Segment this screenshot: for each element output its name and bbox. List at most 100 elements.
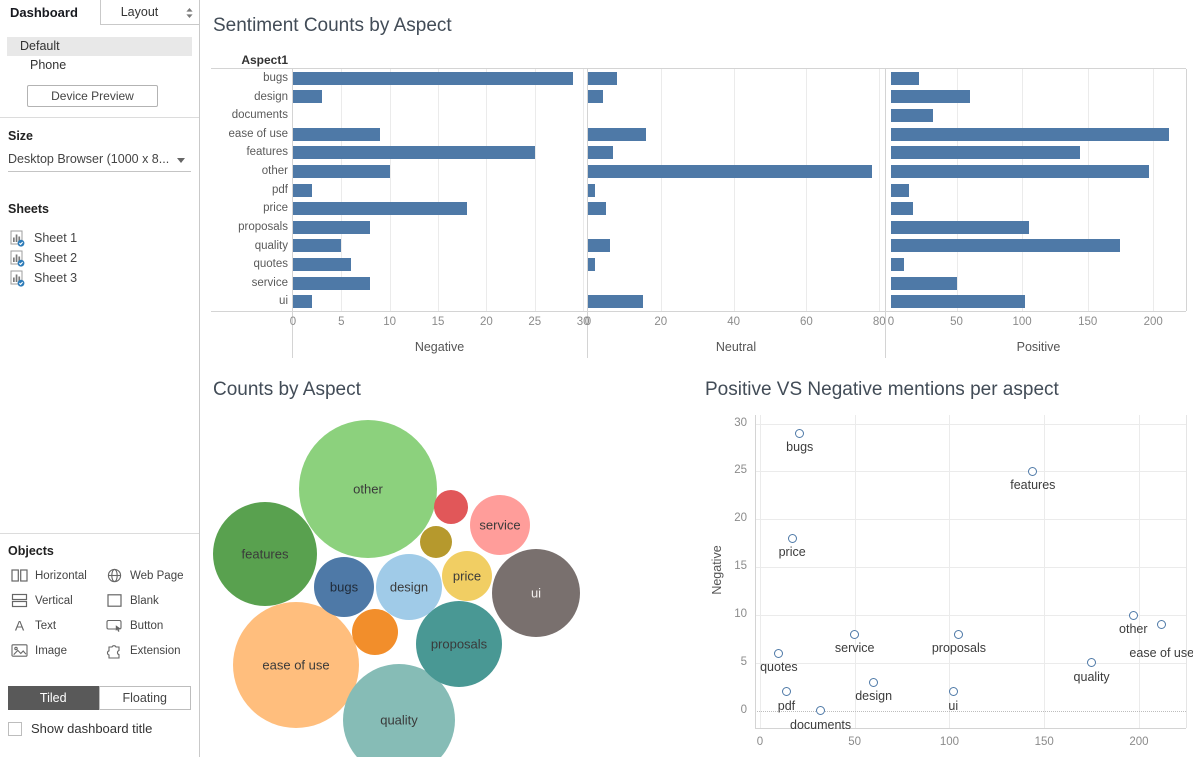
bar-mark-documents[interactable] <box>891 109 933 123</box>
axis-tick-label: 25 <box>528 316 542 328</box>
scatter-label-service: service <box>834 641 875 656</box>
bar-mark-features[interactable] <box>588 146 614 160</box>
bar-mark-quotes[interactable] <box>293 257 352 271</box>
bar-mark-ease-of-use[interactable] <box>588 127 647 141</box>
bar-mark-price[interactable] <box>293 202 468 216</box>
scatter-point-pdf[interactable] <box>781 687 791 697</box>
bubble-mark-features[interactable] <box>213 502 317 606</box>
bar-mark-pdf[interactable] <box>588 183 596 197</box>
axis-tick-label: 200 <box>1143 316 1163 328</box>
bar-mark-ui[interactable] <box>588 295 643 309</box>
bubble-mark-ui[interactable] <box>492 549 580 637</box>
bubble-label-design: design <box>389 579 429 595</box>
tab-dashboard[interactable]: Dashboard <box>10 5 78 20</box>
bubble-mark-service[interactable] <box>470 495 530 555</box>
bubble-mark-quotes[interactable] <box>434 490 468 524</box>
bubble-mark-pdf[interactable] <box>420 526 452 558</box>
web-page-icon <box>105 568 123 584</box>
scatter-point-service[interactable] <box>850 629 860 639</box>
scatter-point-price[interactable] <box>787 533 797 543</box>
bubble-mark-other[interactable] <box>299 420 437 558</box>
scatter-point-features[interactable] <box>1028 466 1038 476</box>
scatter-point-documents[interactable] <box>816 706 826 716</box>
bar-mark-service[interactable] <box>293 276 371 290</box>
scatter-label-ease-of-use: ease of use <box>1129 645 1193 660</box>
bubble-label-features: features <box>241 546 289 562</box>
device-item-phone[interactable]: Phone <box>30 58 67 72</box>
gridline <box>755 615 1186 617</box>
bar-mark-pdf[interactable] <box>891 183 910 197</box>
size-dropdown[interactable]: Desktop Browser (1000 x 8... <box>8 152 170 166</box>
bar-mark-quality[interactable] <box>293 239 342 253</box>
scatter-point-ease-of-use[interactable] <box>1157 620 1167 630</box>
bubble-mark-documents[interactable] <box>352 609 398 655</box>
bar-mark-price[interactable] <box>588 202 607 216</box>
collapse-expand-icon[interactable] <box>185 7 194 22</box>
scatter-point-proposals[interactable] <box>954 629 964 639</box>
bar-mark-bugs[interactable] <box>293 71 574 85</box>
sheet-item-sheet-3[interactable]: Sheet 3 <box>10 268 77 288</box>
object-item-label: Vertical <box>35 594 73 607</box>
bubble-mark-design[interactable] <box>376 554 442 620</box>
object-item-blank[interactable]: Blank <box>105 588 194 613</box>
scatter-point-quotes[interactable] <box>774 648 784 658</box>
bar-mark-quality[interactable] <box>588 239 610 253</box>
bubble-label-bugs: bugs <box>329 579 359 595</box>
bar-mark-other[interactable] <box>891 164 1150 178</box>
bar-mark-quotes[interactable] <box>588 257 596 271</box>
object-item-label: Horizontal <box>35 569 87 582</box>
bar-mark-other[interactable] <box>293 164 390 178</box>
object-item-vertical[interactable]: Vertical <box>10 588 105 613</box>
sheet-item-sheet-2[interactable]: Sheet 2 <box>10 248 77 268</box>
bar-mark-design[interactable] <box>293 90 322 104</box>
bar-mark-quotes[interactable] <box>891 257 905 271</box>
device-preview-button[interactable]: Device Preview <box>27 85 158 107</box>
object-item-horizontal[interactable]: Horizontal <box>10 563 105 588</box>
bar-mark-proposals[interactable] <box>891 220 1029 234</box>
object-item-web-page[interactable]: Web Page <box>105 563 194 588</box>
y-tick-label: 5 <box>740 655 747 668</box>
scatter-point-quality[interactable] <box>1087 658 1097 668</box>
object-item-image[interactable]: Image <box>10 638 105 663</box>
objects-heading: Objects <box>8 544 54 558</box>
bar-mark-service[interactable] <box>891 276 957 290</box>
bubble-mark-ease-of-use[interactable] <box>233 602 359 728</box>
scatter-point-design[interactable] <box>869 677 879 687</box>
tab-layout-label: Layout <box>120 5 159 19</box>
axis-tick-label: 5 <box>338 316 345 328</box>
bar-mark-ease-of-use[interactable] <box>293 127 381 141</box>
bar-mark-features[interactable] <box>891 146 1080 160</box>
scatter-point-ui[interactable] <box>948 687 958 697</box>
scatter-point-other[interactable] <box>1128 610 1138 620</box>
bar-mark-ui[interactable] <box>891 295 1025 309</box>
bar-mark-proposals[interactable] <box>293 220 371 234</box>
object-item-text[interactable]: A Text <box>10 613 105 638</box>
tiled-button[interactable]: Tiled <box>8 686 99 710</box>
bubble-mark-proposals[interactable] <box>416 601 502 687</box>
bar-mark-quality[interactable] <box>891 239 1121 253</box>
bubble-mark-price[interactable] <box>442 551 492 601</box>
scatter-point-bugs[interactable] <box>795 428 805 438</box>
bubble-mark-bugs[interactable] <box>314 557 374 617</box>
object-item-extension[interactable]: Extension <box>105 638 194 663</box>
bar-mark-design[interactable] <box>891 90 970 104</box>
bar-mark-features[interactable] <box>293 146 535 160</box>
tab-layout[interactable]: Layout <box>100 0 200 25</box>
bar-mark-bugs[interactable] <box>588 71 618 85</box>
object-item-button[interactable]: Button <box>105 613 194 638</box>
gridline <box>389 69 391 311</box>
bar-mark-price[interactable] <box>891 202 914 216</box>
bar-mark-pdf[interactable] <box>293 183 313 197</box>
plot-right-border <box>1186 415 1187 728</box>
bar-mark-bugs[interactable] <box>891 71 919 85</box>
bar-mark-design[interactable] <box>588 90 603 104</box>
floating-button[interactable]: Floating <box>98 686 191 710</box>
bar-mark-ui[interactable] <box>293 295 313 309</box>
axis-tick-label: 10 <box>383 316 397 328</box>
bar-mark-other[interactable] <box>588 164 872 178</box>
bar-mark-ease-of-use[interactable] <box>891 127 1169 141</box>
device-item-default[interactable]: Default <box>7 37 192 56</box>
bubble-label-ui: ui <box>530 585 542 601</box>
sheet-item-sheet-1[interactable]: Sheet 1 <box>10 228 77 248</box>
show-dashboard-title-checkbox[interactable] <box>8 721 22 736</box>
